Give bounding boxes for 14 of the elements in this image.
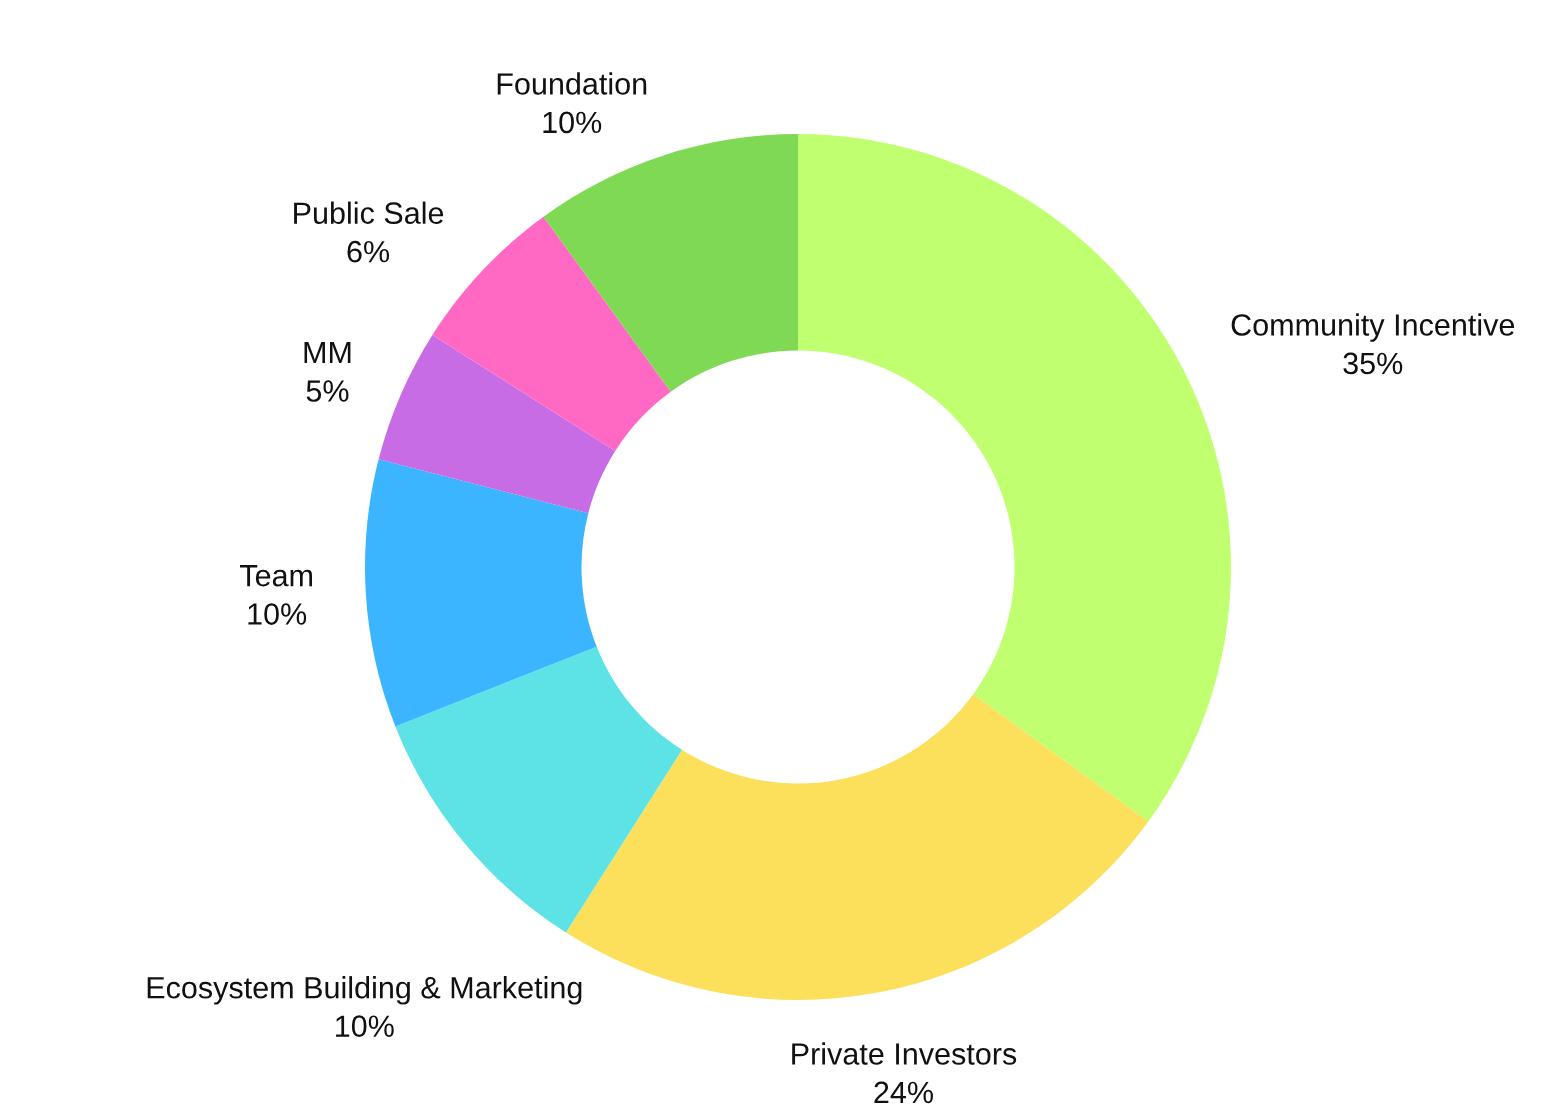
slice-label: Public Sale	[294, 201, 444, 224]
slice-label: Ecosystem Building & Marketing	[147, 976, 582, 1005]
slice-label: Private Investors	[792, 1042, 1017, 1065]
slice-label: Team	[239, 565, 312, 587]
slice-label: MM	[304, 342, 351, 364]
data-label: 10%	[543, 111, 602, 134]
data-label: 10%	[248, 603, 307, 625]
data-label: 24%	[874, 1081, 933, 1104]
data-label: 6%	[347, 240, 390, 263]
data-label: 5%	[306, 380, 349, 402]
data-label: 10%	[336, 1015, 394, 1037]
data-label: 35%	[1343, 352, 1403, 375]
slice-label: Foundation	[497, 72, 647, 95]
slice-label: Community Incentive	[1231, 313, 1515, 342]
